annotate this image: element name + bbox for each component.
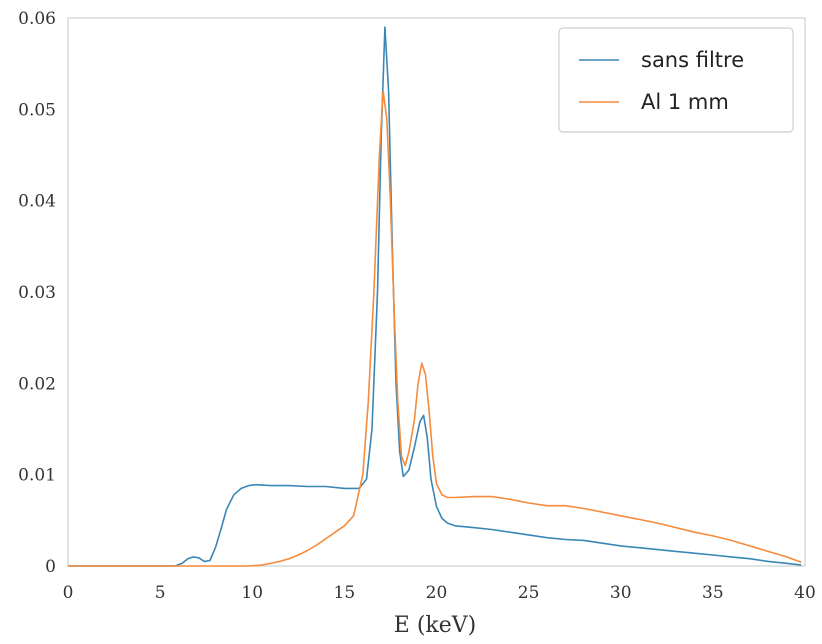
y-tick-label: 0.03 [18,283,56,303]
x-tick-label: 20 [426,583,448,603]
y-tick-label: 0.04 [18,192,56,212]
x-tick-label: 10 [241,583,263,603]
y-axis-ticks: 0 0.01 0.02 0.03 0.04 0.05 0.06 [18,9,56,577]
x-axis-ticks: 0 5 10 15 20 25 30 35 40 [63,583,816,603]
plot-frame [67,17,806,567]
y-tick-label: 0.01 [18,466,56,486]
legend: sans filtre Al 1 mm [558,27,794,133]
legend-box [558,27,794,133]
legend-label: Al 1 mm [641,90,729,114]
x-tick-label: 5 [155,583,166,603]
series-layer [68,26,802,567]
y-tick-label: 0.02 [18,374,56,394]
x-tick-label: 25 [518,583,540,603]
y-tick-label: 0.05 [18,100,56,120]
series-line-sans-filtre [68,26,802,567]
x-tick-label: 40 [794,583,816,603]
x-axis-label: E (keV) [394,613,476,638]
plot-area-border [67,17,806,567]
x-tick-label: 35 [702,583,724,603]
x-tick-label: 0 [63,583,74,603]
legend-label: sans filtre [641,48,744,72]
x-tick-label: 30 [610,583,632,603]
y-tick-label: 0.06 [18,9,56,29]
series-line-al-1mm [68,90,802,567]
y-tick-label: 0 [45,557,56,577]
x-tick-label: 15 [334,583,356,603]
